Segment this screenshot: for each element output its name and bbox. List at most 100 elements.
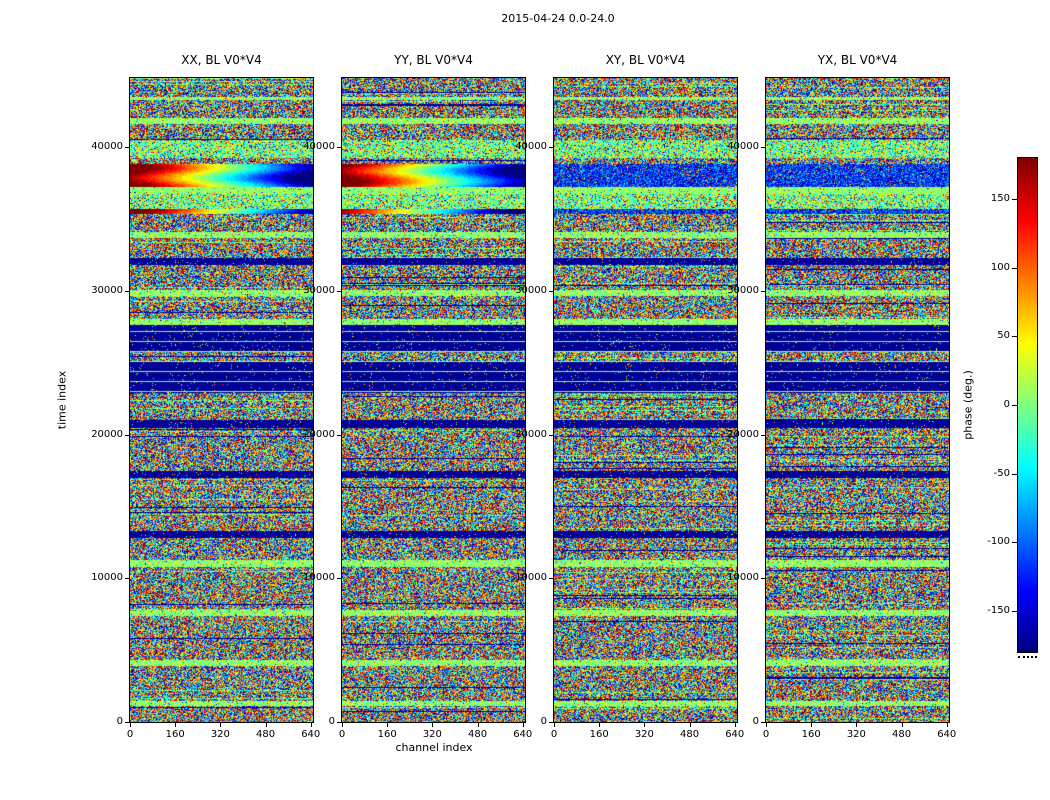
figure-title: 2015-04-24 0.0-24.0 [501,12,615,25]
heatmap-XY [554,78,737,722]
x-tick-label: 640 [301,729,321,740]
y-tick-label: 40000 [515,141,547,152]
x-tick [522,723,524,727]
x-axis-label: channel index [395,741,473,754]
subplot-frame-XX [129,77,314,723]
y-tick-label: 10000 [91,572,123,584]
y-tick-label: 20000 [303,428,335,440]
y-tick [549,722,553,723]
colorbar-extension [1018,656,1037,658]
y-tick-label: 40000 [303,141,335,152]
x-tick [175,723,177,727]
x-tick [477,723,479,727]
y-tick-label: 0 [116,716,123,727]
subplot-frame-XY [553,77,738,723]
colorbar-frame [1017,157,1038,653]
x-tick [432,723,434,727]
subplot-title-XY: XY, BL V0*V4 [605,53,686,67]
x-tick [946,723,948,727]
x-tick-label: 640 [725,729,745,740]
colorbar-tick-label: 50 [997,330,1010,342]
y-tick [125,290,129,292]
colorbar-gradient [1018,158,1037,652]
x-tick-label: 160 [165,729,185,740]
x-tick-label: 320 [210,729,230,740]
y-tick-label: 30000 [303,284,335,296]
y-tick [761,290,765,292]
y-tick-label: 0 [540,716,547,727]
y-tick-label: 40000 [727,141,759,152]
x-tick [387,723,389,727]
y-tick [125,147,129,148]
x-tick-label: 160 [589,729,609,740]
x-tick [644,723,646,727]
x-tick [342,723,343,727]
colorbar-tick [1012,199,1017,201]
x-tick-label: 160 [801,729,821,740]
x-tick-label: 320 [634,729,654,740]
x-tick [766,723,767,727]
y-tick-label: 10000 [303,572,335,584]
colorbar-tick [1012,610,1017,612]
x-tick [310,723,312,727]
colorbar-tick-label: -100 [987,536,1010,548]
x-tick-label: 480 [468,729,488,740]
x-tick [811,723,813,727]
heatmap-YX [766,78,949,722]
x-tick-label: 480 [680,729,700,740]
x-tick [689,723,691,727]
x-tick-label: 320 [422,729,442,740]
y-tick [337,578,341,580]
y-tick-label: 30000 [727,284,759,296]
x-tick [599,723,601,727]
y-tick-label: 40000 [91,141,123,152]
colorbar-tick [1012,336,1017,338]
subplot-title-YX: YX, BL V0*V4 [817,53,898,67]
y-tick [125,578,129,580]
y-tick-label: 10000 [727,572,759,584]
y-tick [337,722,341,723]
colorbar-tick-label: 150 [990,193,1010,205]
x-tick-label: 0 [550,729,558,740]
subplot-frame-YY [341,77,526,723]
y-tick-label: 20000 [91,428,123,440]
y-tick-label: 0 [328,716,335,727]
colorbar-tick [1012,473,1017,475]
y-tick [125,722,129,723]
y-tick [549,578,553,580]
colorbar-tick [1012,405,1017,406]
x-tick-label: 320 [846,729,866,740]
colorbar-tick-label: -50 [993,467,1010,479]
x-tick-label: 0 [762,729,770,740]
y-tick [337,290,341,292]
y-tick [549,290,553,292]
x-tick [130,723,131,727]
x-tick-label: 640 [937,729,957,740]
y-tick [761,147,765,148]
x-tick [265,723,267,727]
y-tick [337,434,341,436]
colorbar-tick-label: -150 [987,604,1010,616]
y-axis-label: time index [55,370,69,430]
y-tick [125,434,129,436]
y-tick-label: 30000 [515,284,547,296]
x-tick-label: 0 [338,729,346,740]
y-tick-label: 0 [752,716,759,727]
y-tick-label: 20000 [515,428,547,440]
y-tick [761,434,765,436]
y-tick [761,578,765,580]
colorbar-tick-label: 100 [990,261,1010,273]
colorbar-tick-label: 0 [1003,399,1010,410]
x-tick-label: 0 [126,729,134,740]
subplot-title-XX: XX, BL V0*V4 [181,53,262,67]
y-tick [761,722,765,723]
colorbar-tick [1012,267,1017,269]
x-tick-label: 480 [892,729,912,740]
y-tick [549,147,553,148]
y-tick-label: 30000 [91,284,123,296]
x-tick [554,723,555,727]
x-tick-label: 160 [377,729,397,740]
x-tick-label: 640 [513,729,533,740]
x-tick [856,723,858,727]
